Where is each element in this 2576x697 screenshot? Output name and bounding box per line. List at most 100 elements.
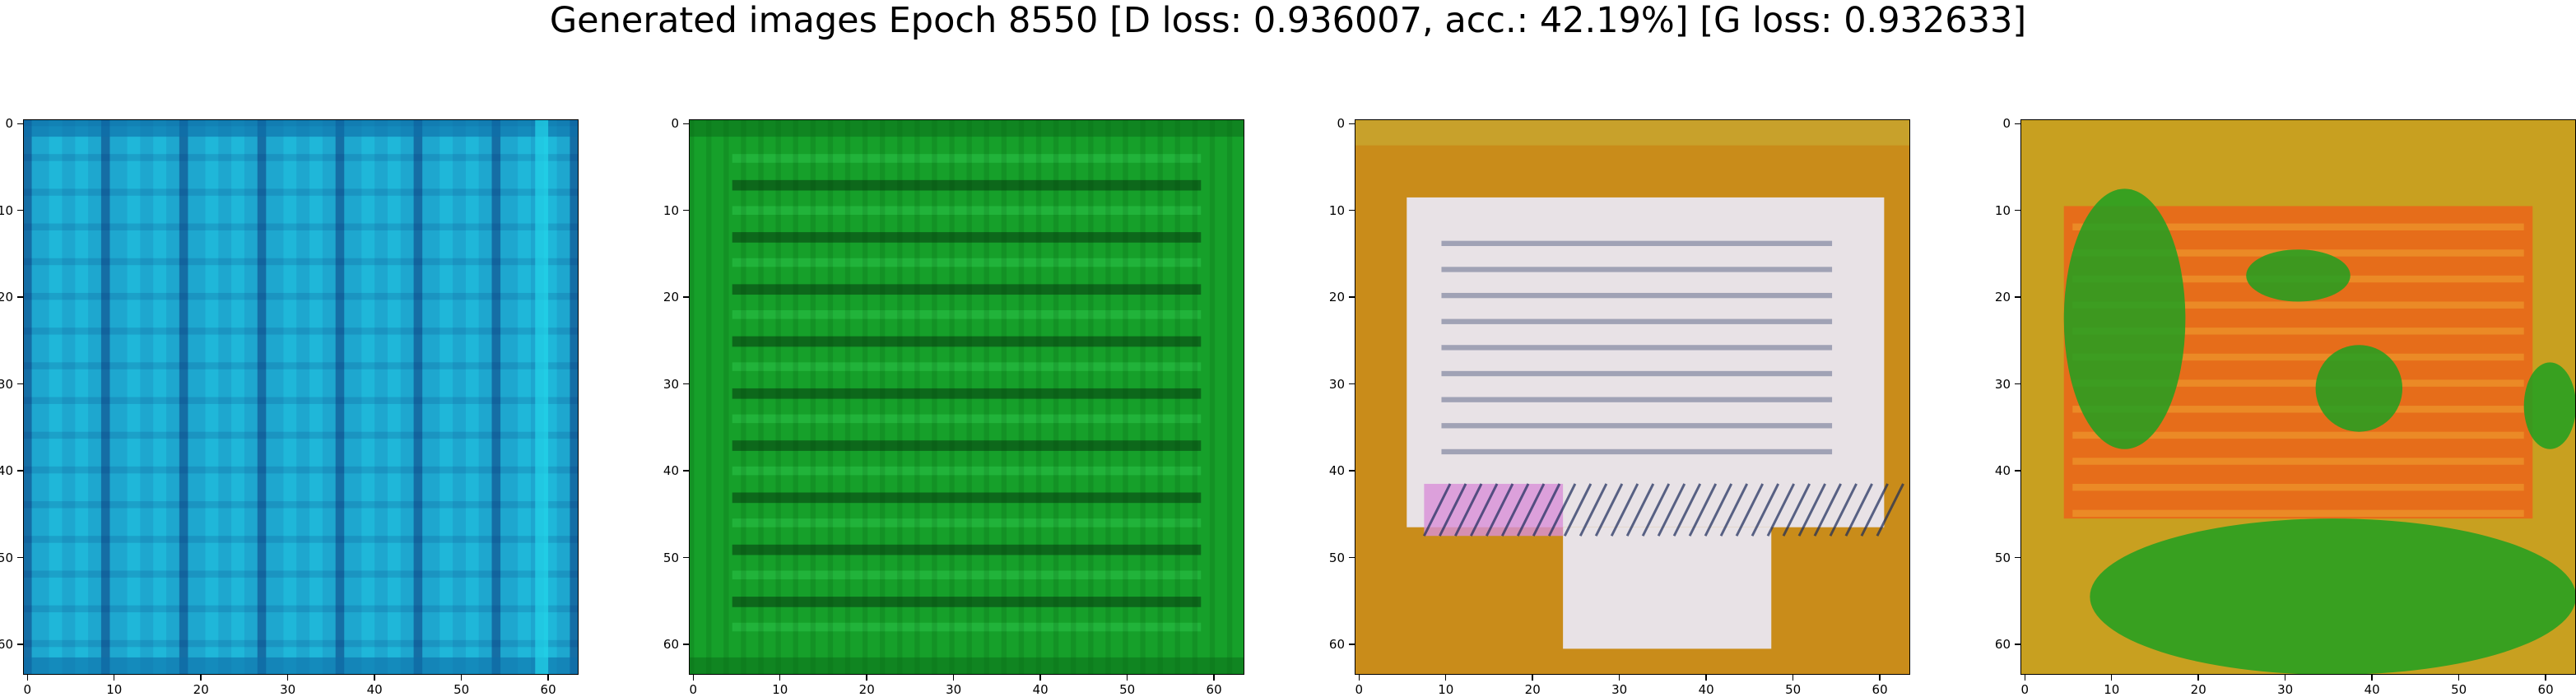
x-tick-label: 40 — [2364, 682, 2380, 697]
x-tick-label: 50 — [453, 682, 470, 697]
figure-title: Generated images Epoch 8550 [D loss: 0.9… — [549, 0, 2027, 41]
x-tick-label: 30 — [280, 682, 296, 697]
y-tick-label: 20 — [1994, 290, 2011, 305]
x-tick-mark — [374, 675, 375, 681]
x-tick-mark — [2110, 675, 2113, 681]
y-tick-label: 30 — [0, 376, 13, 392]
x-tick-mark — [460, 675, 463, 681]
x-tick-mark — [1532, 675, 1533, 681]
y-tick-mark — [17, 556, 23, 559]
image-panel-4: 0 10 20 30 40 50 60 0 10 20 30 40 50 60 — [1995, 116, 2576, 697]
y-tick-label: 50 — [1328, 550, 1345, 565]
x-tick-label: 30 — [1611, 682, 1628, 697]
y-tick-label: 60 — [663, 637, 679, 653]
x-tick-mark — [2457, 675, 2460, 681]
y-tick-label: 60 — [1994, 637, 2011, 653]
y-tick-mark — [683, 556, 689, 559]
x-tick-mark — [866, 675, 867, 681]
x-tick-label: 10 — [106, 682, 123, 697]
y-tick-mark — [2015, 296, 2020, 298]
axes-frame — [2020, 119, 2576, 675]
y-tick-label: 40 — [0, 463, 13, 479]
image-panel-1: 0 10 20 30 40 50 60 0 10 20 30 40 50 60 — [0, 116, 579, 697]
x-tick-label: 30 — [946, 682, 962, 697]
y-tick-label: 60 — [1328, 637, 1345, 653]
y-tick-mark — [1349, 383, 1355, 385]
y-tick-mark — [2015, 470, 2020, 472]
x-tick-label: 50 — [2451, 682, 2467, 697]
generated-image-4 — [2020, 119, 2576, 675]
x-tick-label: 0 — [1355, 682, 1364, 697]
y-tick-mark — [2015, 123, 2020, 125]
y-tick-mark — [683, 296, 689, 298]
x-tick-mark — [2545, 675, 2546, 681]
x-tick-mark — [779, 675, 781, 681]
generated-image-2 — [689, 119, 1244, 675]
x-tick-label: 10 — [2104, 682, 2120, 697]
x-tick-mark — [113, 675, 115, 681]
x-tick-label: 0 — [23, 682, 32, 697]
y-tick-mark — [683, 470, 689, 472]
y-tick-mark — [2015, 209, 2020, 211]
y-tick-label: 20 — [1328, 290, 1345, 305]
y-tick-mark — [1349, 470, 1355, 472]
x-tick-label: 20 — [858, 682, 875, 697]
y-tick-mark — [17, 123, 23, 125]
y-tick-label: 10 — [663, 202, 679, 218]
y-tick-mark — [1349, 296, 1355, 298]
axes-frame — [23, 119, 579, 675]
x-tick-mark — [1039, 675, 1041, 681]
y-tick-label: 10 — [1994, 202, 2011, 218]
y-tick-label: 0 — [671, 116, 679, 132]
y-tick-mark — [17, 383, 23, 385]
x-tick-label: 60 — [1872, 682, 1888, 697]
x-tick-label: 40 — [1032, 682, 1049, 697]
y-tick-label: 0 — [5, 116, 13, 132]
x-tick-label: 60 — [1206, 682, 1222, 697]
image-panel-3: 0 10 20 30 40 50 60 0 10 20 30 40 50 60 — [1329, 116, 1910, 697]
y-tick-mark — [1349, 123, 1355, 125]
x-tick-mark — [286, 675, 289, 681]
y-tick-label: 10 — [1328, 202, 1345, 218]
x-tick-mark — [1358, 675, 1360, 681]
x-tick-label: 40 — [1698, 682, 1714, 697]
y-tick-label: 50 — [1994, 550, 2011, 565]
x-tick-label: 50 — [1785, 682, 1802, 697]
y-tick-mark — [1349, 556, 1355, 559]
x-tick-mark — [1618, 675, 1620, 681]
x-tick-mark — [1792, 675, 1794, 681]
x-tick-label: 10 — [772, 682, 788, 697]
y-tick-label: 0 — [2002, 116, 2011, 132]
y-tick-label: 30 — [1994, 376, 2011, 392]
x-tick-mark — [2371, 675, 2373, 681]
x-tick-label: 0 — [2020, 682, 2030, 697]
y-tick-label: 10 — [0, 202, 13, 218]
y-tick-label: 0 — [1337, 116, 1345, 132]
y-tick-mark — [1349, 644, 1355, 645]
axes-frame — [1355, 119, 1910, 675]
y-tick-label: 20 — [0, 290, 13, 305]
y-tick-label: 40 — [1328, 463, 1345, 479]
x-tick-label: 30 — [2277, 682, 2294, 697]
x-tick-mark — [1879, 675, 1881, 681]
x-tick-mark — [1705, 675, 1707, 681]
x-tick-label: 40 — [366, 682, 383, 697]
y-tick-mark — [17, 644, 23, 645]
y-tick-mark — [683, 644, 689, 645]
x-tick-label: 20 — [2190, 682, 2206, 697]
y-tick-mark — [2015, 383, 2020, 385]
image-panel-2: 0 10 20 30 40 50 60 0 10 20 30 40 50 60 — [663, 116, 1244, 697]
x-tick-mark — [1126, 675, 1128, 681]
x-tick-mark — [200, 675, 202, 681]
x-tick-mark — [26, 675, 29, 681]
y-tick-mark — [17, 209, 23, 211]
y-tick-label: 30 — [663, 376, 679, 392]
x-tick-mark — [952, 675, 955, 681]
y-tick-mark — [1349, 209, 1355, 211]
y-tick-mark — [2015, 644, 2020, 645]
y-tick-label: 50 — [663, 550, 679, 565]
y-tick-label: 40 — [663, 463, 679, 479]
x-tick-label: 20 — [1524, 682, 1541, 697]
y-tick-label: 30 — [1328, 376, 1345, 392]
y-tick-mark — [683, 383, 689, 385]
